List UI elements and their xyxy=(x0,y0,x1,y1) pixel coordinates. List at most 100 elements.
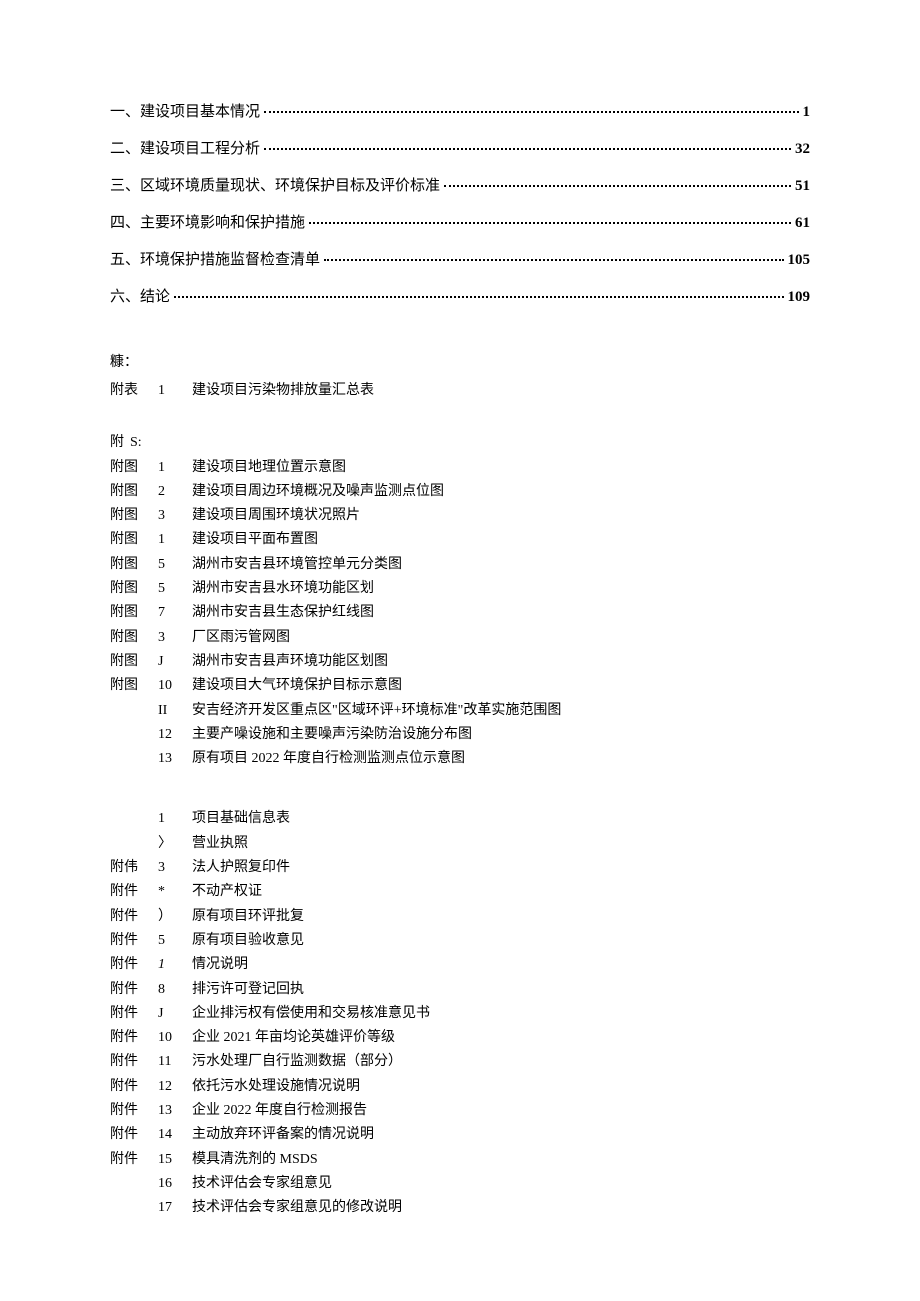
attach-text: 不动产权证 xyxy=(192,882,810,902)
attach-prefix: 附图 xyxy=(110,676,158,696)
attach-num: ） xyxy=(158,907,192,927)
toc-line: 二、建设项目工程分析32 xyxy=(110,137,810,158)
attach-text: 营业执照 xyxy=(192,834,810,854)
attach-prefix: 附图 xyxy=(110,530,158,550)
attach-num: II xyxy=(158,701,192,721)
attach-file-row: 附件1情况说明 xyxy=(110,955,810,975)
toc-line: 一、建设项目基本情况1 xyxy=(110,100,810,121)
attach-prefix: 附件 xyxy=(110,1028,158,1048)
toc-line: 五、环境保护措施监督检查清单 105 xyxy=(110,248,810,269)
attach-table-row: 附表1建设项目污染物排放量汇总表 xyxy=(110,381,810,401)
attach-num: 5 xyxy=(158,555,192,575)
attach-num: 17 xyxy=(158,1198,192,1218)
attach-prefix: 附件 xyxy=(110,931,158,951)
attach-text: 安吉经济开发区重点区"区域环评+环境标准"改革实施范围图 xyxy=(192,701,810,721)
attach-file-row: 附件15模具清洗剂的 MSDS xyxy=(110,1150,810,1170)
toc-title: 五、环境保护措施监督检查清单 xyxy=(110,248,320,269)
attach-text: 建设项目周边环境概况及噪声监测点位图 xyxy=(192,482,810,502)
attach-num: 11 xyxy=(158,1052,192,1072)
attach-prefix: 附图 xyxy=(110,506,158,526)
attach-fig-header-row: 附S: xyxy=(110,433,810,453)
attach-num: 12 xyxy=(158,725,192,745)
attach-file-row: 附件10企业 2021 年亩均论英雄评价等级 xyxy=(110,1028,810,1048)
toc-dots xyxy=(264,111,798,113)
attach-prefix: 附件 xyxy=(110,1077,158,1097)
attach-fig-row: 附图5湖州市安吉县水环境功能区划 xyxy=(110,579,810,599)
attach-file-row: 1项目基础信息表 xyxy=(110,809,810,829)
attach-prefix: 附图 xyxy=(110,603,158,623)
attach-num: 13 xyxy=(158,749,192,769)
attach-text: 模具清洗剂的 MSDS xyxy=(192,1150,810,1170)
attach-prefix: 附图 xyxy=(110,482,158,502)
attach-prefix: 附图 xyxy=(110,458,158,478)
attach-num: 10 xyxy=(158,1028,192,1048)
attach-fig-row: 附图3建设项目周围环境状况照片 xyxy=(110,506,810,526)
attach-text: 建设项目大气环境保护目标示意图 xyxy=(192,676,810,696)
supplement-label: 糠： xyxy=(110,351,810,371)
attach-num: 16 xyxy=(158,1174,192,1194)
attach-prefix: 附表 xyxy=(110,381,158,401)
attach-prefix: 附件 xyxy=(110,1004,158,1024)
attach-fig-row: 附图3厂区雨污管网图 xyxy=(110,628,810,648)
attach-prefix: 附件 xyxy=(110,980,158,1000)
attach-text: 企业 2021 年亩均论英雄评价等级 xyxy=(192,1028,810,1048)
attach-file-row: 附件11污水处理厂自行监测数据（部分） xyxy=(110,1052,810,1072)
toc-line: 三、区域环境质量现状、环境保护目标及评价标准51 xyxy=(110,174,810,195)
attach-num: J xyxy=(158,652,192,672)
attach-num: 1 xyxy=(158,381,192,401)
toc-title: 六、结论 xyxy=(110,285,170,306)
attach-text: 企业 2022 年度自行检测报告 xyxy=(192,1101,810,1121)
attach-num: J xyxy=(158,1004,192,1024)
attach-fig-row: 附图10建设项目大气环境保护目标示意图 xyxy=(110,676,810,696)
attach-text: 原有项目 2022 年度自行检测监测点位示意图 xyxy=(192,749,810,769)
toc-dots xyxy=(264,148,791,150)
toc-title: 三、区域环境质量现状、环境保护目标及评价标准 xyxy=(110,174,440,195)
toc-dots xyxy=(444,185,791,187)
attach-file-row: 附件5原有项目验收意见 xyxy=(110,931,810,951)
attach-prefix: 附图 xyxy=(110,555,158,575)
toc-title: 一、建设项目基本情况 xyxy=(110,100,260,121)
attach-file-row: 附件）原有项目环评批复 xyxy=(110,907,810,927)
attach-num: 8 xyxy=(158,980,192,1000)
attach-fig-row: 附图2建设项目周边环境概况及噪声监测点位图 xyxy=(110,482,810,502)
attach-text: 企业排污权有偿使用和交易核准意见书 xyxy=(192,1004,810,1024)
attach-num: 7 xyxy=(158,603,192,623)
attach-text: 湖州市安吉县环境管控单元分类图 xyxy=(192,555,810,575)
attach-prefix: 附件 xyxy=(110,1101,158,1121)
attachment-files-list: 1项目基础信息表〉营业执照附伟3法人护照复印件附件*不动产权证附件）原有项目环评… xyxy=(110,809,810,1218)
attach-fig-row: 12主要产噪设施和主要噪声污染防治设施分布图 xyxy=(110,725,810,745)
attach-text: 湖州市安吉县声环境功能区划图 xyxy=(192,652,810,672)
attach-num: 12 xyxy=(158,1077,192,1097)
attach-num: 〉 xyxy=(158,834,192,854)
attach-prefix: 附 xyxy=(110,433,130,453)
attach-text: 建设项目污染物排放量汇总表 xyxy=(192,381,810,401)
attach-num: 15 xyxy=(158,1150,192,1170)
attach-text: 法人护照复印件 xyxy=(192,858,810,878)
attach-num: 5 xyxy=(158,579,192,599)
attach-num: 5 xyxy=(158,931,192,951)
toc-dots xyxy=(324,259,783,261)
attach-file-row: 附件8排污许可登记回执 xyxy=(110,980,810,1000)
attach-file-row: 附件J企业排污权有偿使用和交易核准意见书 xyxy=(110,1004,810,1024)
attach-text: 依托污水处理设施情况说明 xyxy=(192,1077,810,1097)
attach-text: 建设项目周围环境状况照片 xyxy=(192,506,810,526)
attach-file-row: 附件14主动放弃环评备案的情况说明 xyxy=(110,1125,810,1145)
attachment-figures-list: 附S: 附图1建设项目地理位置示意图附图2建设项目周边环境概况及噪声监测点位图附… xyxy=(110,433,810,769)
attach-file-row: 附件12依托污水处理设施情况说明 xyxy=(110,1077,810,1097)
attach-prefix: 附件 xyxy=(110,955,158,975)
attach-fig-row: 附图7湖州市安吉县生态保护红线图 xyxy=(110,603,810,623)
attach-text: 建设项目平面布置图 xyxy=(192,530,810,550)
attach-fig-row: 13原有项目 2022 年度自行检测监测点位示意图 xyxy=(110,749,810,769)
attach-fig-row: 附图1建设项目平面布置图 xyxy=(110,530,810,550)
attach-fig-row: 附图1建设项目地理位置示意图 xyxy=(110,458,810,478)
attach-text: 排污许可登记回执 xyxy=(192,980,810,1000)
attach-file-row: 17技术评估会专家组意见的修改说明 xyxy=(110,1198,810,1218)
attachment-table-list: 附表1建设项目污染物排放量汇总表 xyxy=(110,381,810,401)
attach-text: 项目基础信息表 xyxy=(192,809,810,829)
toc-title: 二、建设项目工程分析 xyxy=(110,137,260,158)
toc-page: 105 xyxy=(788,252,811,269)
attach-prefix: 附件 xyxy=(110,1125,158,1145)
attach-num: 13 xyxy=(158,1101,192,1121)
attach-text: 情况说明 xyxy=(192,955,810,975)
attach-fig-row: 附图J湖州市安吉县声环境功能区划图 xyxy=(110,652,810,672)
